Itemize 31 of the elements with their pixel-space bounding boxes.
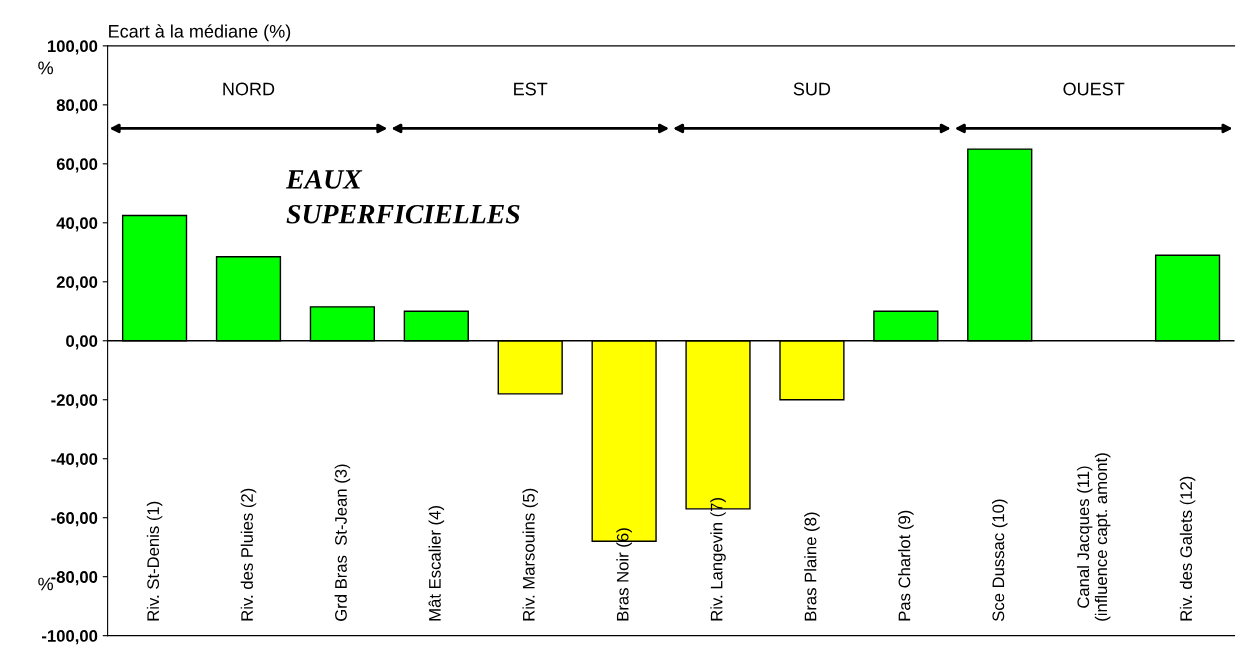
annotation: NORD	[223, 82, 275, 96]
x-tick-label: Bras Plaine (8)	[804, 512, 820, 621]
x-tick-label: Riv. Marsouins (5)	[522, 488, 538, 621]
y-tick-label: 40,00	[56, 217, 98, 232]
x-tick-label: Riv. des Galets (12)	[1179, 476, 1196, 621]
text: %	[38, 577, 54, 591]
y-tick-label: 20,00	[56, 276, 98, 291]
annotation: OUEST	[1063, 82, 1125, 96]
x-tick-label: Riv. Langevin (7)	[710, 498, 726, 621]
y-tick-label: -60,00	[51, 512, 98, 527]
y-tick-label: 100,00	[47, 40, 98, 55]
y-tick-label: 60,00	[56, 158, 98, 173]
x-tick-label: Riv. des Pluies (2)	[240, 488, 257, 621]
y-tick-label: -40,00	[51, 453, 98, 468]
y-tick-label: -100,00	[42, 630, 98, 645]
annotation: EAUX SUPERFICIELLES	[285, 170, 520, 224]
x-tick-label: Mât Escalier (4)	[428, 506, 445, 621]
chart-title: Ecart à la médiane (%)	[109, 24, 291, 42]
x-tick-label: Grd Bras St-Jean (3)	[334, 464, 351, 621]
x-tick-label: Sce Dussac (10)	[991, 499, 1008, 622]
x-tick-label: Riv. St-Denis (1)	[146, 501, 163, 621]
x-tick-label: Canal Jacques (11) (influence capt. amont)	[1076, 453, 1111, 621]
text: %	[38, 61, 54, 75]
y-tick-label: 0,00	[66, 335, 98, 350]
y-tick-label: 80,00	[56, 99, 98, 114]
x-tick-label: Bras Noir (6)	[616, 528, 632, 621]
y-tick-label: -80,00	[51, 571, 98, 586]
x-tick-label: Pas Charlot (9)	[898, 510, 914, 621]
annotation: SUD	[793, 82, 831, 96]
annotation: EST	[514, 82, 548, 96]
y-tick-label: -20,00	[51, 394, 98, 409]
